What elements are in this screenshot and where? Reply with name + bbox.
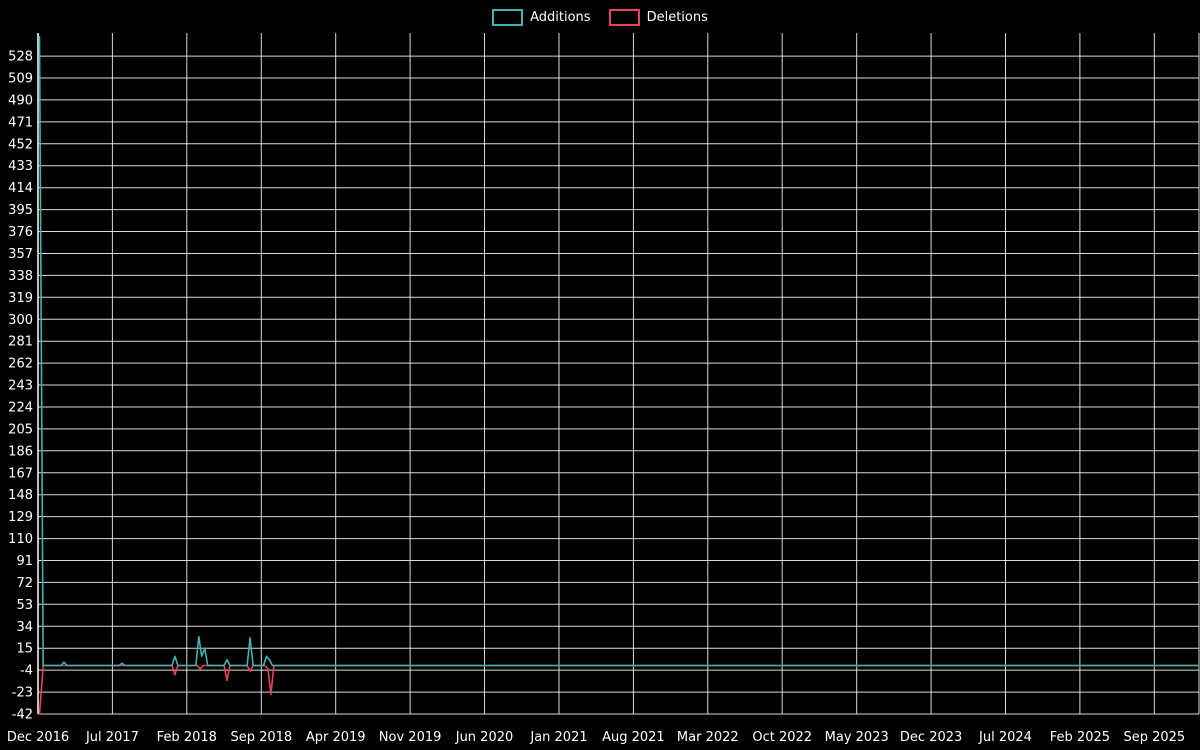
y-tick-label: 262: [8, 357, 33, 372]
y-tick-label: 414: [8, 181, 33, 196]
deletions-swatch-icon: [608, 8, 640, 26]
y-tick-label: 395: [8, 203, 33, 218]
x-tick-label: Oct 2022: [752, 730, 812, 745]
y-tick-label: 224: [8, 401, 33, 416]
y-tick-label: 148: [8, 488, 33, 503]
y-tick-label: 376: [8, 225, 33, 240]
series-line-additions: [38, 35, 1200, 667]
y-tick-label: -4: [20, 664, 33, 679]
y-tick-label: 205: [8, 422, 33, 437]
x-tick-label: Sep 2025: [1123, 730, 1185, 745]
y-tick-label: 471: [8, 115, 33, 130]
y-tick-label: 129: [8, 510, 33, 525]
x-tick-label: Aug 2021: [602, 730, 665, 745]
y-tick-label: 15: [16, 642, 33, 657]
additions-swatch-icon: [492, 8, 524, 26]
x-tick-label: Apr 2019: [306, 730, 366, 745]
y-tick-label: 300: [8, 313, 33, 328]
y-tick-label: 433: [8, 159, 33, 174]
x-tick-label: Jul 2017: [85, 730, 139, 745]
legend-label-deletions: Deletions: [646, 9, 708, 25]
y-tick-label: 91: [16, 554, 33, 569]
y-tick-label: 72: [16, 576, 33, 591]
x-tick-label: Dec 2023: [900, 730, 962, 745]
series-line-deletions: [38, 664, 1200, 715]
x-tick-label: Feb 2018: [157, 730, 217, 745]
x-tick-label: Jun 2020: [455, 730, 514, 745]
x-tick-label: Dec 2016: [7, 730, 69, 745]
x-tick-label: Jul 2024: [978, 730, 1032, 745]
x-tick-label: Jan 2021: [529, 730, 587, 745]
y-tick-label: 452: [8, 137, 33, 152]
y-tick-label: 490: [8, 93, 33, 108]
legend-item-additions[interactable]: Additions: [492, 8, 591, 26]
chart-legend: Additions Deletions: [0, 6, 1200, 28]
y-tick-label: 243: [8, 379, 33, 394]
legend-item-deletions[interactable]: Deletions: [608, 8, 708, 26]
y-tick-label: 186: [8, 444, 33, 459]
y-tick-label: 281: [8, 335, 33, 350]
y-tick-label: 110: [8, 532, 33, 547]
y-tick-label: 509: [8, 72, 33, 87]
x-tick-label: Sep 2018: [230, 730, 292, 745]
y-tick-label: 319: [8, 291, 33, 306]
x-tick-label: Feb 2025: [1050, 730, 1110, 745]
y-tick-label: 528: [8, 50, 33, 65]
x-tick-label: Nov 2019: [379, 730, 442, 745]
y-tick-label: 338: [8, 269, 33, 284]
y-tick-label: 357: [8, 247, 33, 262]
y-tick-label: -23: [12, 686, 33, 701]
x-tick-label: May 2023: [825, 730, 889, 745]
y-tick-label: 53: [16, 598, 33, 613]
y-tick-label: 167: [8, 466, 33, 481]
y-tick-label: 34: [16, 620, 33, 635]
y-tick-label: -42: [12, 708, 33, 723]
legend-label-additions: Additions: [530, 9, 591, 25]
x-tick-label: Mar 2022: [677, 730, 739, 745]
